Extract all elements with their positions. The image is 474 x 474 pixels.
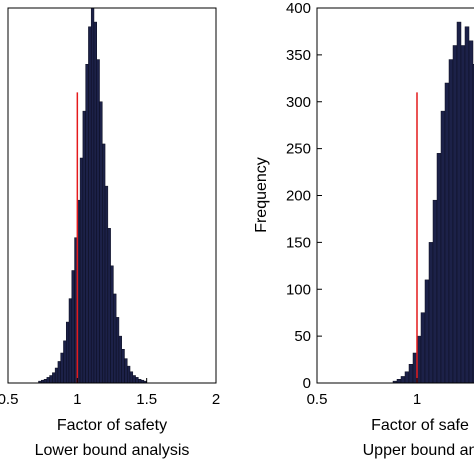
y-tick-label: 0: [303, 375, 311, 392]
histogram-bar: [460, 45, 466, 384]
histogram-bar: [121, 349, 125, 384]
histogram-bar: [85, 64, 89, 384]
histogram-bar: [408, 364, 414, 384]
histogram-bar: [135, 377, 139, 384]
right-y-ticks: 0 50 100 150 200 250 300 350 400: [286, 0, 322, 392]
left-x-ticks: 0.5 1 1.5 2: [0, 378, 220, 408]
x-tick-label: 1.5: [136, 391, 157, 408]
histogram-bar: [82, 110, 86, 384]
histogram-bar: [107, 228, 111, 384]
left-histogram-panel: 0.5 1 1.5 2 Factor of safety Lower bound an…: [0, 7, 220, 459]
histogram-bar: [432, 199, 438, 384]
left-bars: [38, 7, 147, 384]
histogram-bar: [60, 352, 64, 384]
x-tick-label: 1: [413, 391, 421, 408]
y-tick-label: 150: [286, 234, 311, 251]
x-tick-label: 1: [73, 391, 81, 408]
histogram-bar: [464, 26, 470, 384]
histogram-bar: [57, 361, 61, 384]
histogram-bar: [456, 21, 462, 384]
histogram-bar: [440, 110, 446, 384]
histogram-bar: [104, 185, 109, 384]
x-tick-label: 2: [212, 391, 220, 408]
histogram-bar: [448, 59, 454, 384]
histogram-bar: [52, 372, 56, 384]
histogram-bar: [65, 321, 70, 384]
right-x-axis-title: Factor of safe: [371, 417, 469, 434]
histogram-bar: [118, 335, 122, 384]
histogram-bar: [404, 371, 410, 384]
right-x-axis-subtitle: Upper bound an: [363, 442, 474, 459]
histogram-bar: [79, 157, 84, 384]
histogram-bar: [93, 21, 97, 384]
histogram-bar: [96, 59, 100, 384]
histogram-bar: [102, 143, 106, 384]
histogram-bar: [444, 82, 450, 384]
histogram-bar: [71, 270, 75, 384]
left-x-axis-title: Factor of safety: [57, 417, 167, 434]
histogram-bar: [46, 377, 50, 384]
histogram-bar: [49, 375, 53, 384]
histogram-bar: [129, 371, 134, 384]
right-y-axis-title: Frequency: [253, 157, 270, 233]
y-tick-label: 300: [286, 94, 311, 111]
y-tick-label: 400: [286, 0, 311, 17]
histogram-bar: [132, 375, 136, 384]
histogram-bar: [63, 340, 67, 384]
histogram-bar: [468, 40, 474, 384]
y-tick-label: 250: [286, 141, 311, 158]
right-x-ticks: 0.511.5: [307, 378, 421, 408]
histogram-bar: [424, 279, 430, 384]
y-tick-label: 200: [286, 188, 311, 205]
histogram-bar: [113, 293, 117, 384]
left-axes-frame: [7, 7, 217, 384]
x-tick-label: 0.5: [307, 391, 328, 408]
histogram-bar: [127, 365, 131, 384]
histogram-bar: [436, 153, 442, 384]
histogram-bar: [99, 101, 103, 384]
histogram-bar: [88, 26, 92, 384]
right-bars: [392, 21, 474, 384]
histogram-bar: [400, 376, 406, 384]
histogram-bar: [54, 367, 59, 384]
y-tick-label: 50: [294, 328, 311, 345]
y-tick-label: 100: [286, 281, 311, 298]
histogram-bar: [68, 298, 73, 384]
histogram-bar: [43, 379, 48, 384]
histogram-bar: [115, 317, 120, 384]
histogram-bar: [110, 265, 114, 384]
y-tick-label: 350: [286, 47, 311, 64]
histogram-bar: [452, 45, 458, 384]
histogram-bar: [420, 312, 426, 384]
left-x-axis-subtitle: Lower bound analysis: [35, 442, 190, 459]
histogram-bar: [428, 242, 434, 384]
histogram-bar: [396, 379, 402, 384]
histogram-bar: [138, 379, 142, 384]
x-tick-label: 0.5: [0, 391, 18, 408]
histogram-bar: [90, 7, 95, 384]
histogram-bar: [124, 358, 128, 384]
